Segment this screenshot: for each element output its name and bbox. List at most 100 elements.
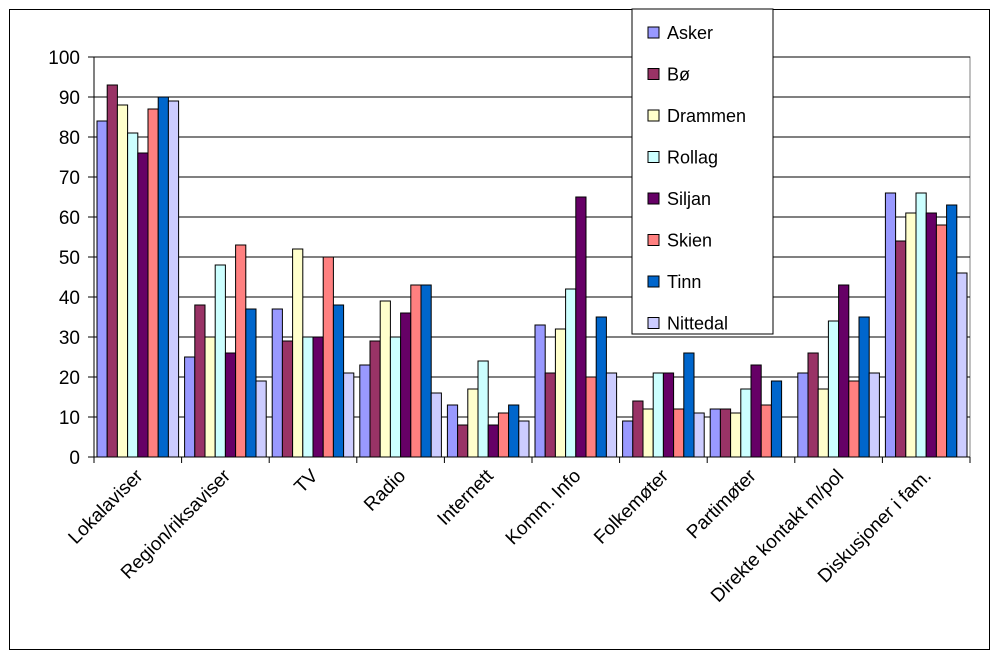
bars [96,84,968,458]
bar [467,388,479,458]
bar [895,240,907,458]
x-tick-label: Komm. Info [502,466,586,550]
bar [255,380,267,458]
bar [430,392,442,458]
bar [848,380,860,458]
bar [194,304,206,458]
bar [595,316,607,458]
bar [446,404,459,458]
legend-label: Bø [667,65,690,85]
bar [359,364,371,458]
bar [605,372,618,458]
bar [96,120,108,458]
bar [271,308,283,458]
y-tick-label: 0 [69,448,80,469]
bar [379,300,391,458]
y-tick-label: 20 [59,368,80,389]
y-tick-label: 10 [59,408,80,429]
bar [302,336,314,458]
bar [477,360,489,458]
bar [683,352,695,458]
bar [730,412,742,458]
y-tick-label: 90 [59,88,80,109]
bar [487,424,499,458]
legend-swatch [647,234,660,246]
y-axis-ticks: 0 10 20 30 40 50 60 70 80 90 100 [48,48,80,469]
bar [827,320,840,458]
bar [332,304,345,458]
legend-label: Skien [667,231,712,251]
bar [312,336,324,458]
bar [905,212,917,458]
bar [127,132,139,458]
bar [632,400,644,458]
axes [88,56,971,463]
bar [214,264,226,458]
y-tick-label: 40 [59,288,80,309]
legend-label: Drammen [667,106,746,126]
bar [184,356,196,458]
bar [204,336,216,458]
bar [106,84,118,458]
bar [224,352,237,458]
bar [622,420,634,458]
bar [575,196,587,458]
bar [719,408,732,458]
bar [935,224,948,458]
bar [420,284,432,458]
x-tick-label: Partimøter [683,465,761,543]
bar [389,336,402,458]
bar [322,256,334,458]
x-tick-label: Lokalaviser [65,465,148,548]
legend-label: Tinn [667,272,701,292]
y-tick-label: 50 [59,248,80,269]
bar [868,372,880,458]
bar [497,412,510,458]
bar [838,284,850,458]
legend: Asker Bø Drammen Rollag Siljan Skien Tinn Nitte… [631,8,774,335]
y-tick-label: 30 [59,328,80,349]
bar [642,408,654,458]
legend-label: Siljan [667,189,711,209]
legend-label: Asker [667,23,713,43]
bar [554,328,567,458]
bar [652,372,664,458]
bar [245,308,257,458]
bar [565,288,577,458]
bar [858,316,870,458]
x-tick-label: Internett [434,465,499,530]
bar [884,192,897,458]
x-tick-label: Folkemøter [590,465,673,548]
bar [956,272,968,458]
bar [817,388,829,458]
bar [400,312,412,458]
legend-swatch [647,192,660,205]
y-tick-label: 70 [59,168,80,189]
y-tick-label: 60 [59,208,80,229]
bar [915,192,927,458]
legend-label: Nittedal [667,314,728,334]
bar [925,212,937,458]
legend-swatch [647,151,660,163]
bar [457,424,469,458]
legend-swatch [647,26,660,39]
bar [693,412,705,458]
bar [167,100,180,458]
bar [770,380,783,458]
bar [281,340,294,458]
legend-swatch [647,275,660,288]
bar [343,372,355,458]
bar [760,404,772,458]
bar [157,96,169,458]
bar [740,388,752,458]
bar [673,408,685,458]
legend-label: Rollag [667,148,718,168]
bar [116,104,129,458]
y-tick-label: 100 [48,48,80,69]
bar [235,244,247,458]
y-tick-label: 80 [59,128,80,149]
bar [369,340,381,458]
bar [585,376,597,458]
bar [662,372,675,458]
